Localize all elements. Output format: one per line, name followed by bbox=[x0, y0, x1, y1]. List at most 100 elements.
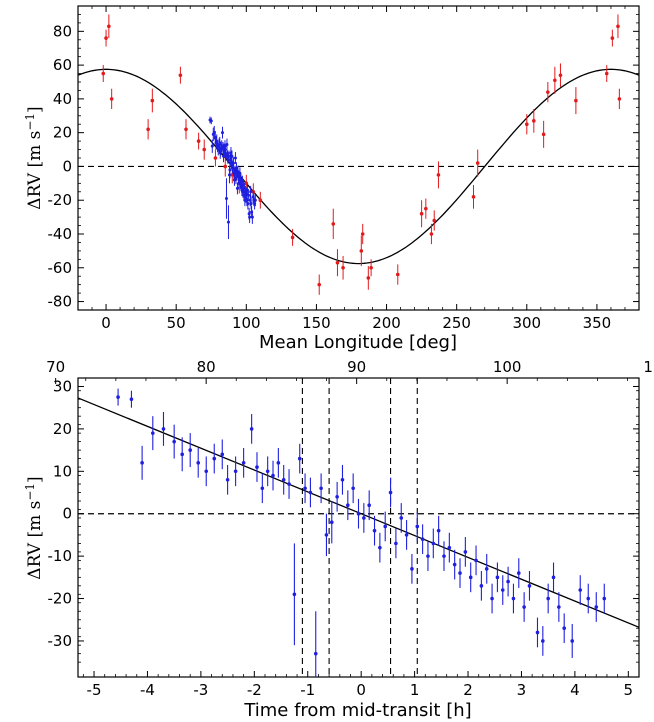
top-point-red bbox=[532, 119, 536, 123]
top-point-red bbox=[616, 24, 620, 29]
bottom-point bbox=[602, 596, 607, 601]
bottom-point bbox=[551, 575, 556, 580]
top-point-red bbox=[604, 71, 609, 76]
bottom-ytick-label: 0 bbox=[62, 505, 72, 523]
bottom-point bbox=[255, 465, 259, 469]
top-point-red bbox=[317, 282, 322, 287]
top-point-blue bbox=[246, 202, 250, 206]
top-ytick-label: -80 bbox=[48, 293, 73, 311]
bottom-secondary-tick-label: 110 bbox=[643, 358, 654, 376]
bottom-point bbox=[367, 503, 371, 508]
bottom-xtick-label: -1 bbox=[300, 681, 315, 699]
bottom-point bbox=[535, 630, 540, 635]
bottom-xtick-label: 1 bbox=[410, 681, 420, 699]
bottom-point bbox=[372, 528, 377, 533]
bottom-point bbox=[383, 524, 388, 529]
bottom-point bbox=[458, 571, 462, 575]
top-point-blue bbox=[248, 215, 252, 219]
bottom-point bbox=[431, 541, 436, 546]
bottom-point bbox=[410, 567, 414, 571]
bottom-point bbox=[287, 482, 291, 486]
top-point-red bbox=[341, 265, 345, 270]
bottom-xtick-label: 5 bbox=[624, 681, 634, 699]
bottom-plot-frame bbox=[77, 377, 640, 678]
bottom-point bbox=[562, 626, 566, 631]
top-point-red bbox=[359, 249, 364, 253]
bottom-ytick-label: -10 bbox=[48, 547, 73, 565]
bottom-point bbox=[511, 596, 516, 601]
bottom-point bbox=[426, 554, 430, 558]
bottom-xtick-label: -5 bbox=[87, 681, 102, 699]
top-point-red bbox=[366, 276, 371, 280]
bottom-secondary-tick-label: 90 bbox=[347, 358, 366, 376]
top-point-red bbox=[101, 71, 106, 76]
bottom-ytick-label: 10 bbox=[53, 462, 72, 480]
bottom-point bbox=[297, 456, 302, 461]
bottom-point bbox=[188, 448, 192, 452]
bottom-secondary-tick-label: 80 bbox=[197, 358, 216, 376]
top-ytick-label: 20 bbox=[53, 124, 72, 142]
bottom-point bbox=[522, 605, 526, 609]
top-point-red bbox=[360, 232, 365, 236]
bottom-point bbox=[276, 461, 281, 465]
top-point-red bbox=[558, 73, 563, 78]
top-point-blue bbox=[231, 161, 235, 165]
top-point-blue bbox=[210, 144, 214, 148]
top-xtick-label: 50 bbox=[167, 314, 186, 332]
top-ytick-label: -60 bbox=[48, 259, 73, 277]
bottom-ytick-label: 20 bbox=[53, 420, 72, 438]
bottom-point bbox=[265, 469, 270, 474]
top-point-red bbox=[617, 97, 622, 101]
bottom-point bbox=[479, 584, 484, 588]
bottom-point bbox=[594, 605, 599, 609]
bottom-xtick-label: 2 bbox=[463, 681, 473, 699]
bottom-point bbox=[474, 558, 478, 563]
top-point-blue bbox=[253, 198, 257, 202]
top-point-blue bbox=[225, 142, 229, 146]
top-point-red bbox=[258, 198, 263, 203]
top-point-red bbox=[471, 195, 476, 199]
bottom-point bbox=[463, 550, 468, 554]
top-point-blue bbox=[249, 202, 253, 206]
top-point-red bbox=[202, 147, 207, 152]
top-point-red bbox=[432, 218, 437, 223]
bottom-secondary-tick-label: 100 bbox=[493, 358, 522, 376]
top-point-blue bbox=[230, 154, 234, 158]
bottom-xtick-label: -4 bbox=[140, 681, 155, 699]
bottom-xtick-label: 3 bbox=[517, 681, 527, 699]
bottom-point bbox=[313, 651, 318, 656]
top-xtick-label: 150 bbox=[302, 314, 331, 332]
bottom-ytick-label: -20 bbox=[48, 590, 73, 608]
bottom-point bbox=[140, 461, 144, 465]
bottom-point bbox=[204, 469, 209, 474]
bottom-point bbox=[303, 486, 307, 491]
top-panel: 0 50 100 150 200 250 300 350 -80 -60 -40 -20 0 20 40 60… bbox=[23, 5, 640, 353]
top-point-red bbox=[419, 211, 424, 216]
bottom-point bbox=[495, 575, 500, 580]
top-xtick-label: 0 bbox=[101, 314, 111, 332]
bottom-point bbox=[557, 605, 561, 609]
top-ylabel: ΔRV [m s−1] bbox=[23, 106, 45, 209]
top-ytick-label: -40 bbox=[48, 225, 73, 243]
top-point-red bbox=[331, 222, 336, 226]
top-ytick-label: -20 bbox=[48, 191, 73, 209]
bottom-point bbox=[329, 520, 334, 524]
bottom-point bbox=[447, 545, 452, 550]
bottom-point bbox=[340, 477, 345, 482]
top-point-blue bbox=[235, 186, 239, 190]
top-point-blue bbox=[223, 144, 227, 148]
top-point-red bbox=[223, 164, 228, 169]
top-point-red bbox=[369, 265, 373, 270]
top-ytick-label: 60 bbox=[53, 56, 72, 74]
bottom-point bbox=[415, 524, 420, 529]
top-point-blue bbox=[220, 131, 224, 135]
bottom-point bbox=[586, 596, 591, 601]
bottom-point bbox=[335, 494, 339, 499]
top-point-red bbox=[436, 173, 441, 177]
bottom-point bbox=[378, 545, 382, 550]
top-point-blue bbox=[246, 193, 250, 197]
bottom-point bbox=[260, 486, 265, 491]
top-xtick-label: 350 bbox=[583, 314, 612, 332]
top-xtick-label: 100 bbox=[232, 314, 261, 332]
top-point-blue bbox=[238, 171, 242, 175]
